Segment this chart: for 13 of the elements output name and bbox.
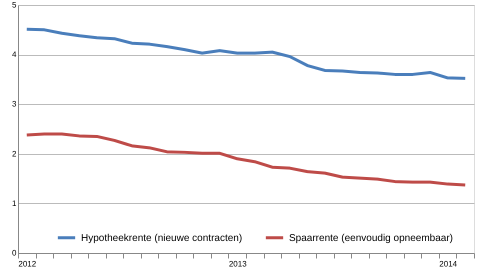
legend-label: Hypotheekrente (nieuwe contracten) <box>81 232 242 244</box>
line-series <box>25 28 467 80</box>
y-tick-label: 5 <box>12 0 18 10</box>
y-tick-label: 3 <box>12 100 18 109</box>
y-tick-label: 2 <box>12 149 18 158</box>
legend-label: Spaarrente (eenvoudig opneembaar) <box>289 232 453 244</box>
y-tick-label: 0 <box>12 248 18 258</box>
x-tick-label: 2013 <box>228 260 248 268</box>
y-tick-label: 1 <box>12 198 18 208</box>
x-tick-label: 2014 <box>439 260 458 268</box>
y-tick-label: 4 <box>12 50 18 60</box>
x-tick-label: 2012 <box>18 260 37 268</box>
line-series <box>25 132 467 187</box>
